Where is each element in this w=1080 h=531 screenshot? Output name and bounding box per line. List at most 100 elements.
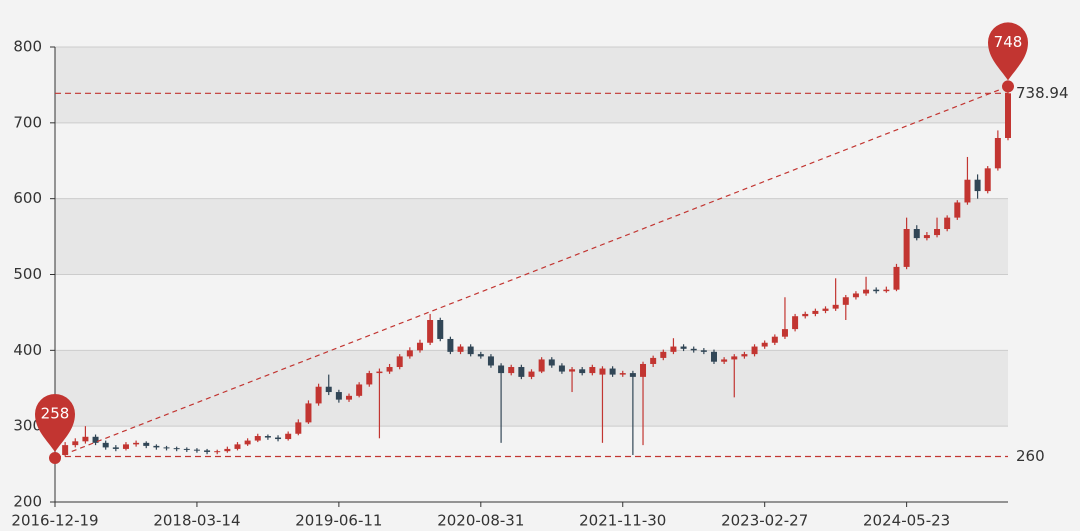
candle-body xyxy=(133,442,140,445)
candle-body xyxy=(498,365,505,374)
candle-body xyxy=(690,348,697,351)
candle-body xyxy=(822,308,829,311)
y-tick-label: 200 xyxy=(13,493,42,511)
candle-body xyxy=(599,368,606,375)
candle-body xyxy=(842,297,849,305)
candle-body xyxy=(629,373,636,377)
grid-band xyxy=(55,274,1008,351)
candle-body xyxy=(944,217,951,229)
candle-body xyxy=(112,447,119,449)
candle-body xyxy=(802,313,809,317)
candle-body xyxy=(285,433,292,440)
x-tick-label: 2020-08-31 xyxy=(437,512,524,530)
candle-body xyxy=(710,351,717,362)
candle-body xyxy=(305,403,312,423)
candle-body xyxy=(487,356,494,366)
y-tick-label: 700 xyxy=(13,113,42,131)
candle-body xyxy=(893,266,900,290)
mark-line-label: 260 xyxy=(1016,447,1045,465)
candle-body xyxy=(994,138,1001,169)
candle-body xyxy=(548,359,555,366)
candle-body xyxy=(538,359,545,372)
candle-body xyxy=(396,356,403,368)
candle-body xyxy=(427,320,434,343)
mark-point-dot xyxy=(49,452,61,465)
candle-body xyxy=(193,449,200,451)
candle-body xyxy=(741,354,748,357)
y-tick-label: 600 xyxy=(13,189,42,207)
mark-point-dot xyxy=(1002,80,1014,93)
candle-body xyxy=(913,229,920,239)
candle-body xyxy=(447,338,454,352)
y-tick-label: 300 xyxy=(13,417,42,435)
candle-body xyxy=(457,346,464,352)
grid-band xyxy=(55,122,1008,199)
x-tick-label: 2019-06-11 xyxy=(295,512,382,530)
grid-band xyxy=(55,198,1008,275)
candle-body xyxy=(579,369,586,374)
x-tick-label: 2023-02-27 xyxy=(721,512,808,530)
candle-body xyxy=(224,448,231,452)
mark-line-label: 738.94 xyxy=(1016,84,1069,102)
candle-body xyxy=(984,168,991,192)
mark-point-label: 258 xyxy=(41,405,70,423)
candle-body xyxy=(153,445,160,448)
candle-body xyxy=(143,442,150,446)
candle-body xyxy=(82,436,89,442)
x-tick-label: 2016-12-19 xyxy=(11,512,98,530)
candle-body xyxy=(244,440,251,445)
y-tick-label: 400 xyxy=(13,341,42,359)
y-tick-label: 500 xyxy=(13,265,42,283)
candle-body xyxy=(609,368,616,375)
candle-body xyxy=(974,179,981,192)
candle-body xyxy=(863,289,870,294)
candle-body xyxy=(761,342,768,347)
candle-body xyxy=(528,371,535,377)
candle-body xyxy=(518,367,525,377)
candle-body xyxy=(558,365,565,372)
candle-body xyxy=(731,356,738,360)
candle-body xyxy=(923,235,930,239)
candle-body xyxy=(204,450,211,452)
candle-body xyxy=(640,363,647,377)
candle-body xyxy=(680,346,687,349)
x-tick-label: 2018-03-14 xyxy=(153,512,240,530)
candle-body xyxy=(335,392,342,400)
candle-body xyxy=(386,367,393,372)
candle-body xyxy=(366,373,373,385)
candle-body xyxy=(883,289,890,292)
mark-point-pin xyxy=(35,394,75,453)
candle-body xyxy=(832,304,839,309)
grid-band xyxy=(55,350,1008,427)
candle-body xyxy=(508,367,515,374)
candle-body xyxy=(234,444,241,449)
candle-body xyxy=(903,229,910,267)
candle-body xyxy=(771,336,778,343)
candle-body xyxy=(325,386,332,393)
candle-body xyxy=(122,444,129,449)
candle-body xyxy=(751,346,758,355)
candle-body xyxy=(183,448,190,450)
candle-body xyxy=(1005,93,1011,138)
candle-body xyxy=(852,293,859,298)
candle-body xyxy=(467,346,474,355)
candle-body xyxy=(650,357,657,364)
candle-body xyxy=(295,422,302,434)
candle-body xyxy=(477,354,484,357)
candle-body xyxy=(264,436,271,438)
candle-body xyxy=(569,369,576,372)
grid-band xyxy=(55,426,1008,502)
candle-body xyxy=(721,359,728,362)
x-tick-label: 2021-11-30 xyxy=(579,512,666,530)
candle-body xyxy=(92,436,99,443)
candle-body xyxy=(406,350,413,357)
mark-point-label: 748 xyxy=(994,33,1023,51)
candle-body xyxy=(315,386,322,404)
candle-body xyxy=(62,445,69,455)
candle-body xyxy=(619,373,626,375)
candle-body xyxy=(72,441,79,446)
candle-body xyxy=(346,395,353,400)
candle-body xyxy=(102,442,109,448)
grid-band xyxy=(55,47,1008,123)
